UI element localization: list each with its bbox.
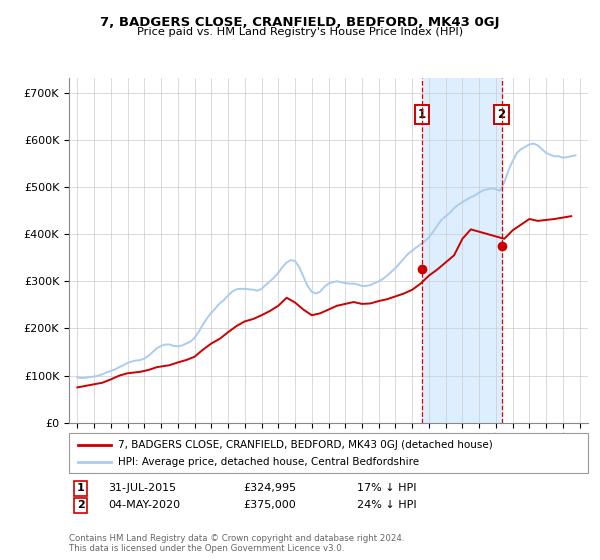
Text: 7, BADGERS CLOSE, CRANFIELD, BEDFORD, MK43 0GJ (detached house): 7, BADGERS CLOSE, CRANFIELD, BEDFORD, MK… (118, 440, 493, 450)
Text: Contains HM Land Registry data © Crown copyright and database right 2024.
This d: Contains HM Land Registry data © Crown c… (69, 534, 404, 553)
Text: 31-JUL-2015: 31-JUL-2015 (108, 483, 176, 493)
Text: HPI: Average price, detached house, Central Bedfordshire: HPI: Average price, detached house, Cent… (118, 457, 419, 467)
Text: 2: 2 (77, 500, 85, 510)
Text: 17% ↓ HPI: 17% ↓ HPI (357, 483, 416, 493)
Text: 1: 1 (418, 108, 426, 121)
Text: Price paid vs. HM Land Registry's House Price Index (HPI): Price paid vs. HM Land Registry's House … (137, 27, 463, 37)
Text: 1: 1 (77, 483, 85, 493)
Text: 7, BADGERS CLOSE, CRANFIELD, BEDFORD, MK43 0GJ: 7, BADGERS CLOSE, CRANFIELD, BEDFORD, MK… (100, 16, 500, 29)
Text: 24% ↓ HPI: 24% ↓ HPI (357, 500, 416, 510)
Text: 04-MAY-2020: 04-MAY-2020 (108, 500, 180, 510)
Bar (422, 78, 502, 423)
Text: £324,995: £324,995 (243, 483, 296, 493)
Text: £375,000: £375,000 (243, 500, 296, 510)
Text: 2: 2 (497, 108, 506, 121)
